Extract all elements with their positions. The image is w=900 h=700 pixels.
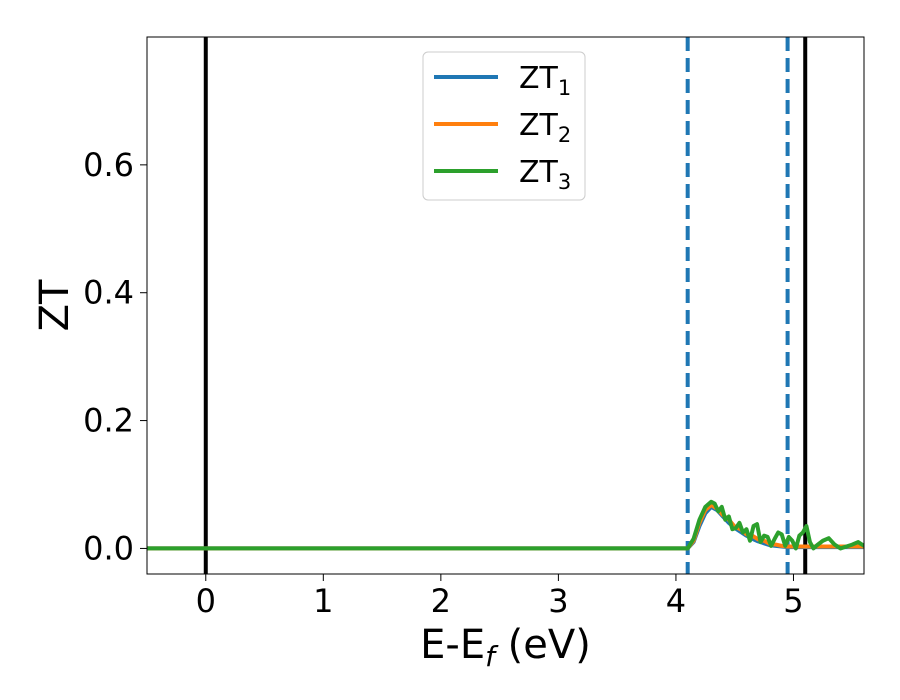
series-line-3	[147, 499, 864, 551]
legend-label-3: ZT3	[519, 155, 571, 194]
y-tick-label: 0.4	[83, 274, 134, 312]
plot-area	[147, 37, 864, 574]
x-tick-label: 1	[313, 582, 333, 620]
plot-frame	[146, 36, 865, 575]
x-tick-label: 2	[431, 582, 451, 620]
y-tick-label: 0.6	[83, 146, 134, 184]
x-tick-label: 5	[783, 582, 803, 620]
legend: ZT1 ZT2 ZT3	[422, 51, 586, 201]
legend-box	[422, 51, 586, 201]
x-tick-label: 3	[548, 582, 568, 620]
x-axis-label: E-Ef (eV)	[420, 622, 591, 673]
x-tick-label: 4	[666, 582, 686, 620]
legend-label-1: ZT1	[519, 61, 571, 100]
x-tick-label: 0	[196, 582, 216, 620]
x-axis-label-unit: (eV)	[495, 622, 591, 668]
y-tick-label: 0.0	[83, 529, 134, 567]
y-tick-label: 0.2	[83, 402, 134, 440]
y-axis-label: ZT	[32, 279, 78, 331]
y-axis: 0.0 0.2 0.4 0.6	[83, 146, 147, 567]
x-axis-label-main: E-E	[420, 622, 485, 668]
x-axis: 0 1 2 3 4 5	[196, 574, 804, 620]
legend-label-2: ZT2	[519, 108, 571, 147]
